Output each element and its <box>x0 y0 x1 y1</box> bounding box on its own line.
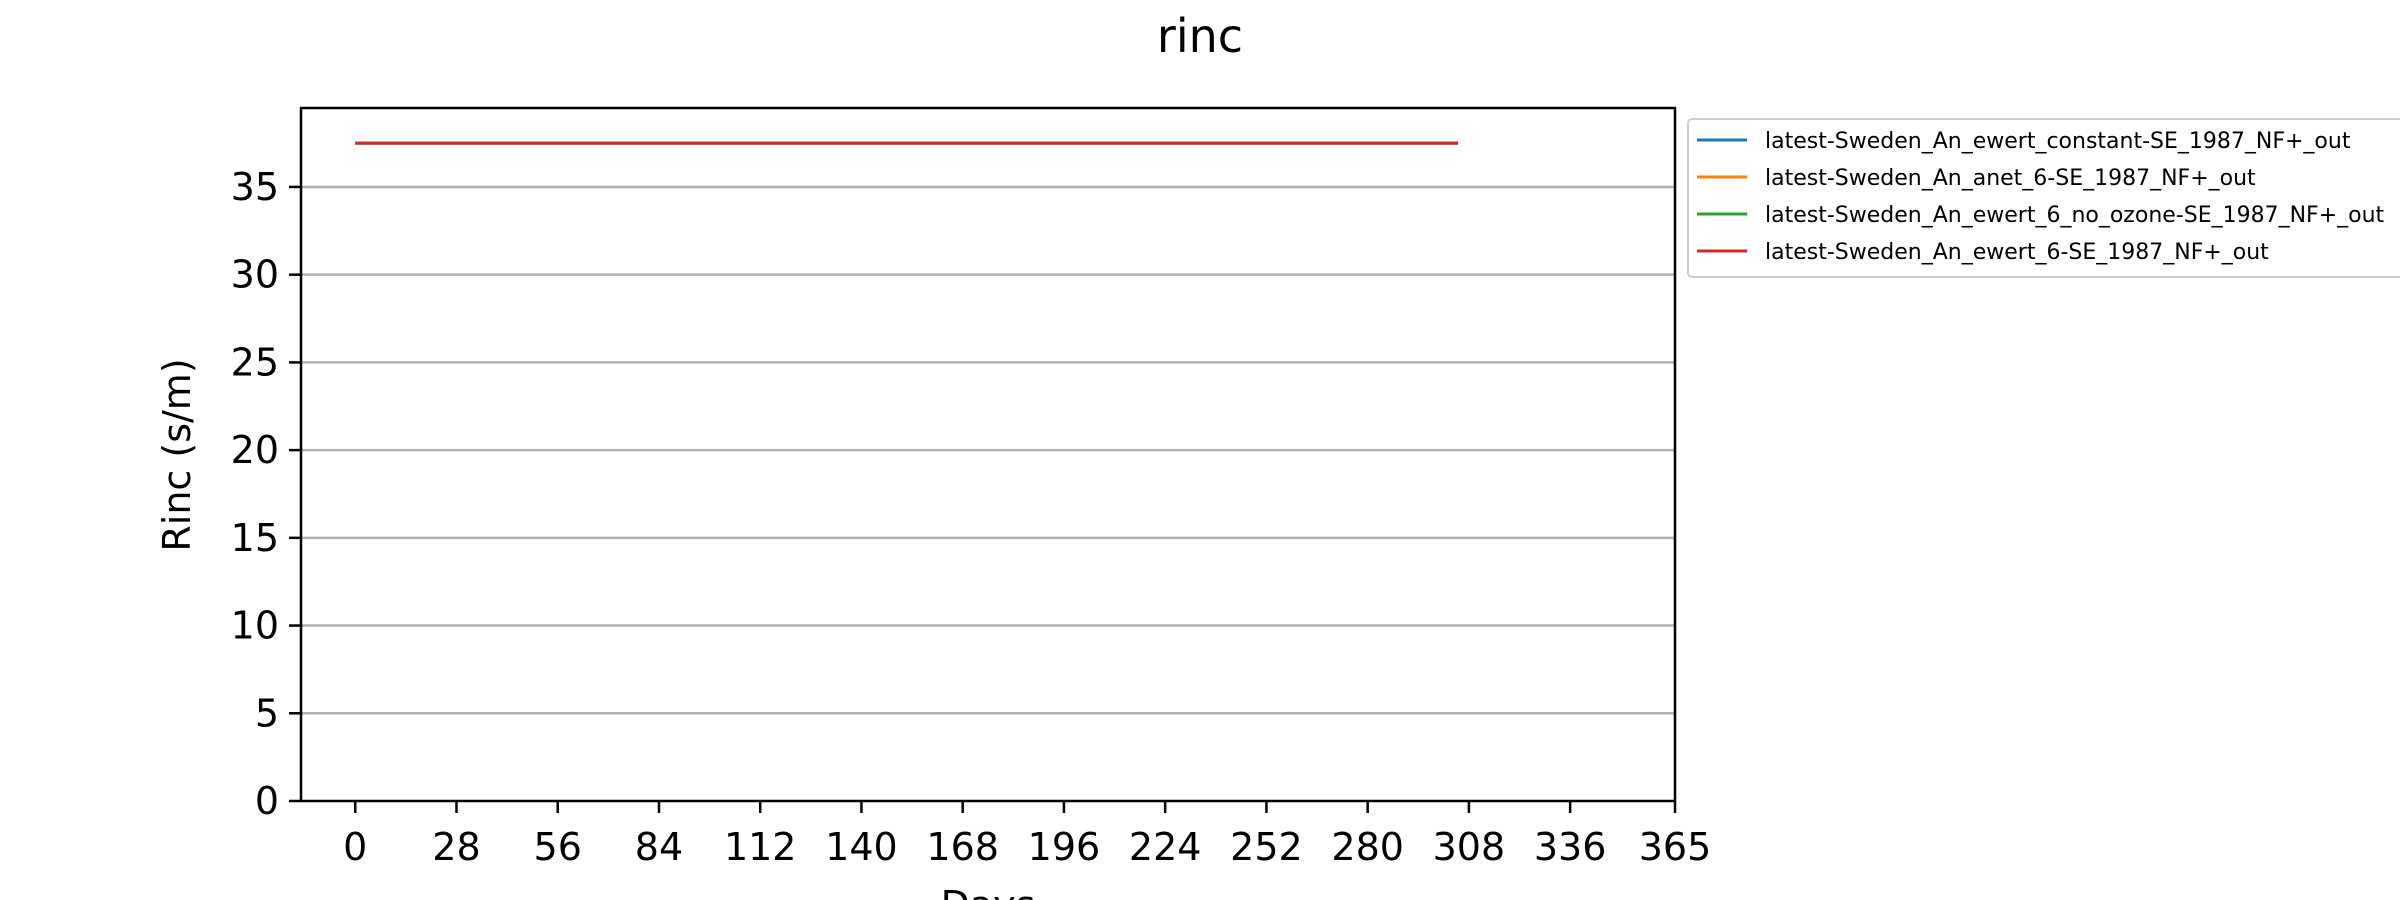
y-tick-label: 5 <box>255 691 279 735</box>
x-tick-label: 336 <box>1534 825 1607 869</box>
legend-label: latest-Sweden_An_ewert_constant-SE_1987_… <box>1765 129 2351 154</box>
y-tick-label: 10 <box>231 604 279 648</box>
legend-label: latest-Sweden_An_ewert_6_no_ozone-SE_198… <box>1765 203 2385 228</box>
x-tick-label: 140 <box>825 825 898 869</box>
y-axis-label: Rinc (s/m) <box>155 358 199 551</box>
x-tick-label: 0 <box>343 825 367 869</box>
x-tick-label: 28 <box>432 825 480 869</box>
grid <box>301 185 1675 715</box>
x-tick-label: 308 <box>1433 825 1506 869</box>
x-tick-label: 252 <box>1230 825 1303 869</box>
x-axis: 0 28 56 84 112 140 168 196 224 252 280 308 336 365 <box>343 801 1711 869</box>
y-tick-label: 15 <box>231 516 279 560</box>
x-tick-label: 84 <box>635 825 683 869</box>
plot-frame <box>299 106 1677 803</box>
legend-label: latest-Sweden_An_ewert_6-SE_1987_NF+_out <box>1765 240 2269 265</box>
y-tick-label: 30 <box>231 253 279 297</box>
legend-label: latest-Sweden_An_anet_6-SE_1987_NF+_out <box>1765 166 2256 191</box>
legend-box <box>1687 118 2400 278</box>
x-tick-label: 365 <box>1639 825 1712 869</box>
x-tick-label: 56 <box>534 825 582 869</box>
legend: latest-Sweden_An_ewert_constant-SE_1987_… <box>1687 118 2400 278</box>
y-tick-label: 25 <box>231 340 279 384</box>
x-tick-label: 112 <box>724 825 797 869</box>
x-tick-label: 224 <box>1129 825 1202 869</box>
x-axis-label: Days <box>941 883 1036 900</box>
x-tick-label: 280 <box>1331 825 1404 869</box>
x-tick-label: 196 <box>1028 825 1101 869</box>
y-tick-label: 0 <box>255 779 279 823</box>
y-tick-label: 35 <box>231 165 279 209</box>
y-tick-label: 20 <box>231 428 279 472</box>
x-tick-label: 168 <box>926 825 999 869</box>
y-axis: 0 5 10 15 20 25 30 35 <box>231 165 301 823</box>
chart-title: rinc <box>1157 9 1243 63</box>
